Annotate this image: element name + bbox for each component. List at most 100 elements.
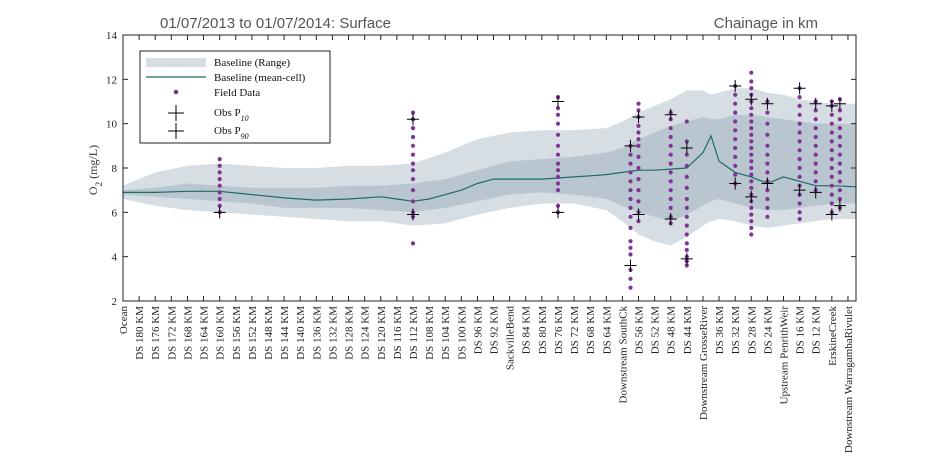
field-data-point — [797, 130, 802, 135]
field-data-point — [765, 214, 770, 219]
x-tick-label: DS 56 KM — [634, 306, 646, 355]
x-tick-label: DS 52 KM — [650, 306, 662, 355]
obs-p90-marker — [809, 97, 822, 110]
y-axis-label-unit: (mg/L) — [86, 145, 100, 179]
field-data-point — [749, 179, 754, 184]
field-data-point — [555, 152, 561, 157]
field-data-point — [733, 163, 738, 168]
obs-p90-marker — [632, 111, 645, 124]
field-data-point — [636, 199, 641, 204]
field-data-point — [217, 190, 222, 195]
field-data-point — [837, 126, 843, 131]
field-data-point — [668, 188, 673, 193]
field-data-point — [410, 168, 416, 173]
field-data-point — [628, 214, 633, 219]
field-data-point — [749, 219, 754, 224]
field-data-point — [684, 185, 689, 190]
x-tick-label: DS 164 KM — [199, 306, 211, 360]
x-tick-label: DS 96 KM — [472, 306, 484, 355]
field-data-point — [829, 130, 834, 135]
field-data-point — [636, 137, 641, 142]
field-data-point — [410, 110, 416, 115]
field-data-point — [410, 241, 416, 246]
obs-p10-marker — [213, 206, 226, 219]
field-data-point — [749, 145, 754, 151]
field-data-point — [555, 112, 561, 117]
field-data-point — [684, 152, 689, 157]
field-data-point — [797, 112, 802, 117]
field-data-point — [410, 177, 416, 182]
field-data-point — [797, 210, 802, 215]
y-tick-label: 6 — [112, 207, 118, 219]
x-tick-label: DS 172 KM — [166, 306, 178, 360]
obs-p90-marker — [745, 93, 758, 106]
legend-label-p90: Obs P90 — [214, 125, 249, 141]
field-data-point — [837, 179, 843, 184]
field-data-point — [765, 121, 770, 126]
field-data-point — [628, 196, 633, 202]
field-data-point — [217, 203, 222, 208]
obs-p90-marker — [664, 108, 677, 121]
field-data-point — [837, 134, 843, 140]
field-data-point — [217, 163, 222, 168]
field-data-point — [668, 152, 673, 157]
x-tick-label: DS 124 KM — [360, 306, 372, 360]
field-data-point — [628, 276, 633, 281]
x-tick-label: DS 12 KM — [811, 306, 823, 355]
field-data-point — [668, 134, 673, 140]
y-tick-label: 12 — [106, 74, 117, 86]
x-tick-label: Upstream PenrithWeir — [779, 306, 791, 405]
x-tick-label: Ocean — [118, 306, 130, 335]
x-tick-label: DS 68 KM — [585, 306, 597, 355]
field-data-point — [628, 179, 633, 184]
field-data-point — [797, 139, 802, 144]
field-data-point — [837, 143, 843, 148]
field-data-point — [628, 245, 633, 250]
field-data-point — [684, 174, 689, 179]
x-tick-label: SackvilleBend — [505, 306, 517, 371]
field-data-point — [668, 179, 673, 184]
field-data-point — [829, 112, 834, 117]
field-data-point — [636, 123, 641, 128]
field-data-point — [636, 130, 641, 135]
x-tick-label: Downstream GrosseRiver — [698, 306, 710, 420]
field-data-point — [749, 205, 754, 210]
field-data-point — [410, 126, 416, 131]
x-tick-label: ErskineCreek — [827, 306, 839, 366]
legend-swatch-field — [173, 89, 179, 95]
field-data-point — [684, 263, 689, 268]
x-tick-label: DS 64 KM — [601, 306, 613, 355]
x-tick-label: DS 156 KM — [231, 306, 243, 360]
field-data-point — [636, 154, 641, 159]
field-data-point — [813, 161, 818, 166]
obs-p10-marker — [551, 206, 564, 219]
field-data-point — [749, 172, 754, 177]
field-data-point — [628, 225, 633, 230]
field-data-point — [829, 174, 834, 179]
field-data-point — [636, 143, 641, 148]
y-tick-label: 4 — [112, 252, 118, 264]
field-data-point — [684, 119, 689, 124]
field-data-point — [749, 225, 754, 230]
x-tick-label: DS 72 KM — [569, 306, 581, 355]
field-data-point — [636, 177, 641, 182]
field-data-point — [684, 247, 689, 253]
obs-p90-marker — [825, 99, 838, 112]
x-tick-label: DS 112 KM — [408, 306, 420, 360]
field-data-point — [636, 108, 641, 113]
field-data-point — [837, 117, 843, 122]
field-data-point — [684, 223, 689, 228]
legend-label-p90-main: Obs P — [214, 125, 241, 137]
field-data-point — [797, 148, 802, 153]
field-data-point — [829, 121, 834, 126]
field-data-point — [829, 148, 834, 153]
obs-p90-marker — [624, 139, 637, 152]
field-data-point — [733, 137, 738, 142]
x-tick-label: DS 152 KM — [247, 306, 259, 360]
obs-p10-marker — [632, 208, 645, 221]
field-data-point — [813, 143, 818, 148]
obs-p90-marker — [761, 97, 774, 110]
field-data-point — [636, 188, 641, 193]
field-data-point — [749, 152, 754, 157]
